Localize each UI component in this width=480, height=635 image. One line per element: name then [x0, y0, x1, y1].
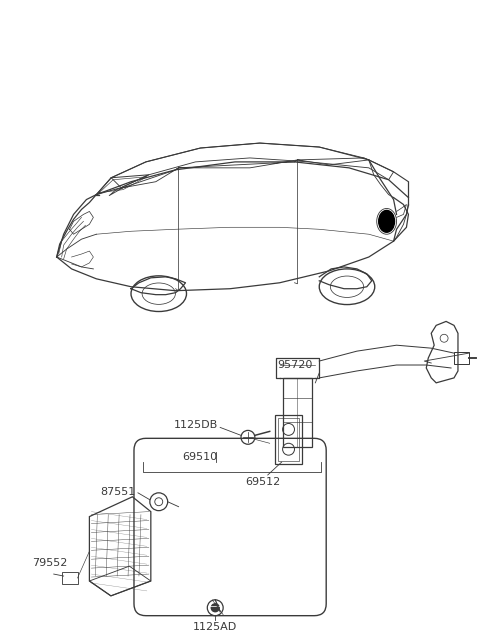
Circle shape: [211, 604, 219, 612]
Text: 69512: 69512: [245, 477, 280, 487]
Bar: [283, 378, 312, 447]
Bar: [277, 418, 300, 461]
Text: 95720: 95720: [277, 360, 312, 370]
Text: 79552: 79552: [32, 558, 68, 568]
Ellipse shape: [379, 210, 395, 232]
Bar: [454, 352, 469, 364]
Bar: [61, 572, 77, 584]
Text: 87551: 87551: [101, 487, 136, 497]
Text: 69510: 69510: [182, 452, 217, 462]
Text: 1125AD: 1125AD: [193, 622, 237, 632]
Text: 1125DB: 1125DB: [174, 420, 218, 431]
Bar: [275, 415, 302, 464]
